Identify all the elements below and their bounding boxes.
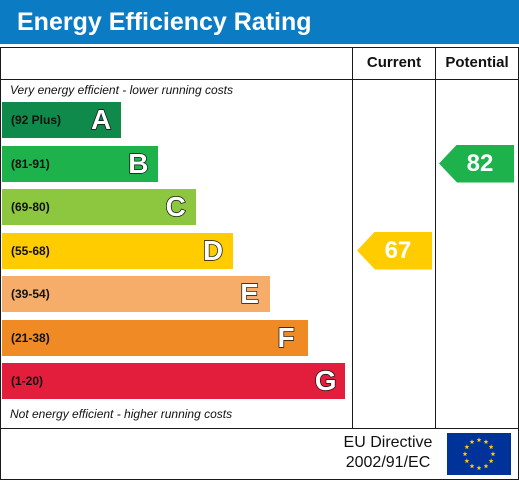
eu-star-icon — [476, 437, 482, 443]
eu-star-icon — [464, 458, 470, 464]
eu-star-icon — [490, 451, 496, 457]
band-range-label: (39-54) — [11, 287, 50, 301]
potential-rating-value: 82 — [466, 149, 494, 177]
band-letter: F — [277, 321, 296, 353]
band-e: (39-54) E — [2, 276, 271, 312]
eu-star-icon — [462, 451, 468, 457]
divider-current — [352, 47, 353, 429]
title-bar: Energy Efficiency Rating — [0, 0, 519, 44]
band-letter: G — [314, 364, 337, 396]
band-range-label: (69-80) — [11, 200, 50, 214]
efficient-note: Very energy efficient - lower running co… — [10, 83, 233, 97]
directive-line-1: EU Directive — [343, 434, 433, 451]
band-d: (55-68) D — [2, 232, 233, 269]
current-rating-arrow: 67 — [357, 231, 432, 270]
band-range-label: (92 Plus) — [11, 113, 62, 127]
eu-star-icon — [464, 444, 470, 450]
footer-divider — [0, 428, 519, 429]
band-g: (1-20) G — [2, 363, 345, 399]
band-c: (69-80) C — [2, 189, 196, 225]
eu-star-icon — [483, 439, 489, 444]
eu-star-icon — [488, 458, 494, 464]
band-range-label: (81-91) — [11, 156, 50, 171]
eu-star-icon — [476, 465, 482, 471]
band-b: (81-91) B — [2, 145, 159, 182]
directive-line-2: 2002/91/EC — [345, 454, 431, 471]
inefficient-note: Not energy efficient - higher running co… — [10, 407, 233, 421]
current-rating-value: 67 — [384, 236, 412, 264]
eu-star-icon — [488, 444, 494, 450]
band-letter: E — [239, 277, 259, 309]
band-letter: D — [202, 234, 224, 266]
eu-stars — [462, 437, 496, 471]
current-column-header: Current — [366, 54, 422, 71]
header-divider — [0, 79, 519, 80]
chart-title: Energy Efficiency Rating — [17, 8, 312, 36]
band-letter: B — [128, 147, 150, 179]
potential-rating-arrow: 82 — [439, 144, 514, 183]
band-f: (21-38) F — [2, 319, 308, 356]
band-range-label: (21-38) — [11, 330, 50, 345]
eu-directive: EU Directive 2002/91/EC — [336, 433, 440, 473]
eu-flag-icon — [447, 433, 511, 475]
band-letter: C — [165, 190, 187, 222]
eu-star-icon — [469, 439, 475, 444]
divider-potential — [435, 47, 436, 429]
band-a: (92 Plus) A — [2, 102, 121, 138]
band-range-label: (55-68) — [11, 243, 50, 258]
eu-star-icon — [483, 463, 489, 469]
potential-column-header: Potential — [445, 54, 509, 71]
eu-star-icon — [469, 463, 475, 469]
band-range-label: (1-20) — [11, 374, 44, 388]
band-letter: A — [90, 103, 112, 135]
